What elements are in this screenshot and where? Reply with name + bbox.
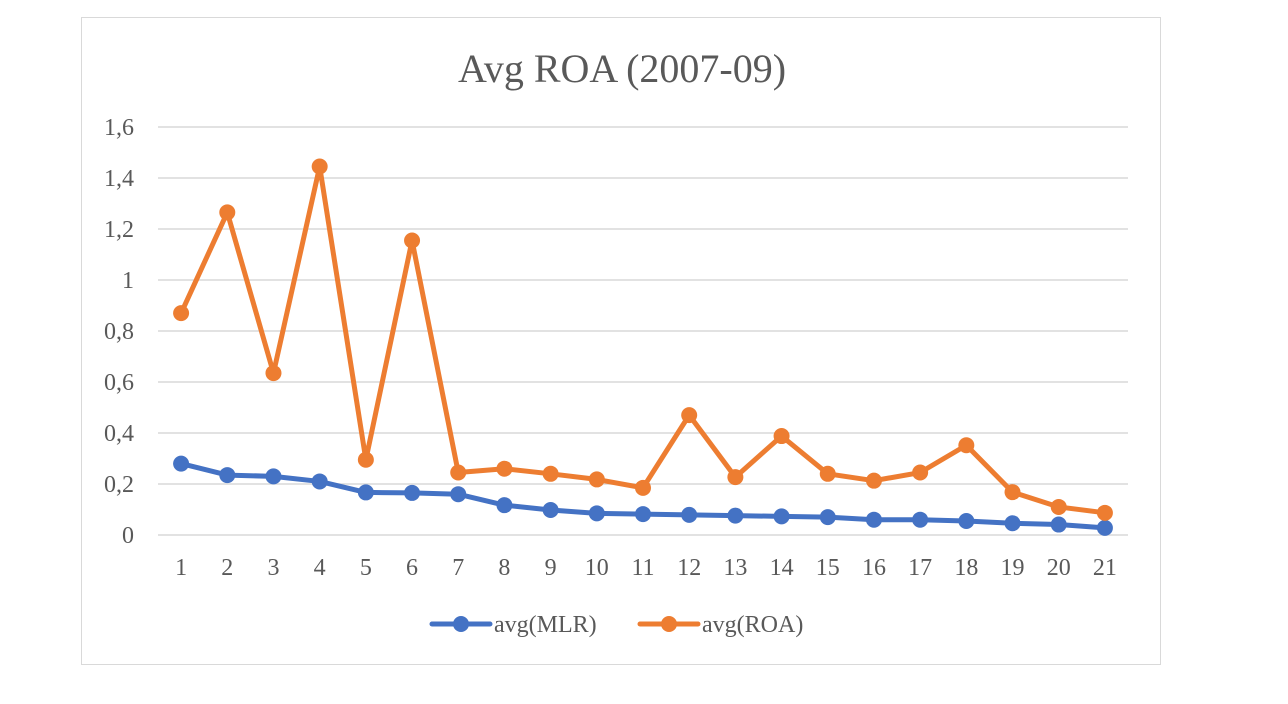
x-tick-label: 14 <box>770 555 794 581</box>
data-point <box>958 512 975 529</box>
data-point <box>727 507 744 524</box>
x-tick-label: 17 <box>908 555 932 581</box>
data-point <box>958 437 975 454</box>
x-tick-label: 20 <box>1047 555 1071 581</box>
x-tick-label: 7 <box>452 555 464 581</box>
data-point <box>542 465 559 482</box>
legend-entry: avg(ROA) <box>637 612 803 638</box>
data-point <box>450 486 467 503</box>
data-point <box>1004 515 1021 532</box>
data-point <box>265 468 282 485</box>
data-point <box>635 506 651 523</box>
x-axis: 1 2 3 4 5 6 7 8 9 10 11 12 13 14 15 16 17 18 19 20 21 <box>175 555 1117 581</box>
data-point <box>1004 484 1021 501</box>
x-tick-label: 6 <box>406 555 418 581</box>
data-point <box>357 484 374 501</box>
data-point <box>265 365 282 382</box>
chart-title: Avg ROA (2007-09) <box>458 46 786 91</box>
data-point <box>404 232 421 249</box>
data-point <box>681 506 698 523</box>
data-point <box>496 497 513 514</box>
x-tick-label: 8 <box>498 555 510 581</box>
x-tick-label: 3 <box>267 555 279 581</box>
x-tick-label: 18 <box>954 555 978 581</box>
legend-marker <box>661 616 677 632</box>
y-axis: 0 0,2 0,4 0,6 0,8 1 1,2 1,4 1,6 <box>104 115 134 549</box>
y-tick-label: 1,4 <box>104 166 134 192</box>
data-point <box>865 511 882 528</box>
y-tick-label: 1,6 <box>104 115 134 141</box>
legend: avg(MLR) avg(ROA) <box>429 612 803 638</box>
data-point <box>819 509 836 526</box>
x-tick-label: 11 <box>631 555 654 581</box>
data-point <box>1050 498 1067 515</box>
series-line <box>178 164 1108 516</box>
x-tick-label: 9 <box>545 555 557 581</box>
data-point <box>357 451 374 468</box>
data-point <box>912 464 929 481</box>
data-point <box>173 305 190 322</box>
gridlines <box>158 126 1128 536</box>
data-point <box>773 428 790 445</box>
x-tick-label: 21 <box>1093 555 1117 581</box>
x-tick-label: 10 <box>585 555 609 581</box>
x-tick-label: 1 <box>175 555 187 581</box>
data-point <box>311 473 328 490</box>
y-tick-label: 0,6 <box>104 370 134 396</box>
data-point <box>311 158 328 175</box>
x-tick-label: 5 <box>360 555 372 581</box>
y-tick-label: 1 <box>122 268 134 294</box>
data-point <box>681 407 698 424</box>
legend-marker <box>453 616 469 632</box>
data-point <box>819 465 836 482</box>
y-tick-label: 0,4 <box>104 421 134 447</box>
x-tick-label: 4 <box>314 555 326 581</box>
data-point <box>773 508 790 525</box>
data-point <box>727 469 744 486</box>
data-point <box>450 464 467 481</box>
x-tick-label: 12 <box>677 555 701 581</box>
x-tick-label: 15 <box>816 555 840 581</box>
data-point <box>542 502 559 519</box>
data-point <box>588 471 605 488</box>
data-point <box>219 467 236 484</box>
x-tick-label: 19 <box>1001 555 1025 581</box>
data-point <box>865 472 882 489</box>
x-tick-label: 2 <box>221 555 233 581</box>
y-tick-label: 1,2 <box>104 217 134 243</box>
legend-label: avg(ROA) <box>702 612 803 638</box>
y-tick-label: 0 <box>122 523 134 549</box>
data-point <box>1096 504 1113 521</box>
x-tick-label: 13 <box>723 555 747 581</box>
data-point <box>1050 516 1067 533</box>
legend-entry: avg(MLR) <box>429 612 597 638</box>
y-tick-label: 0,8 <box>104 319 134 345</box>
data-point <box>588 505 605 522</box>
x-tick-label: 16 <box>862 555 886 581</box>
series-layer <box>173 158 1113 536</box>
data-point <box>219 204 236 221</box>
series-2 <box>173 158 1113 521</box>
data-point <box>173 455 190 472</box>
series-1 <box>173 455 1113 536</box>
data-point <box>912 511 929 528</box>
data-point <box>1096 519 1113 536</box>
data-point <box>496 460 513 477</box>
data-point <box>635 479 651 496</box>
legend-label: avg(MLR) <box>494 612 597 638</box>
data-point <box>404 484 421 501</box>
chart-frame <box>81 17 1161 665</box>
y-tick-label: 0,2 <box>104 472 134 498</box>
